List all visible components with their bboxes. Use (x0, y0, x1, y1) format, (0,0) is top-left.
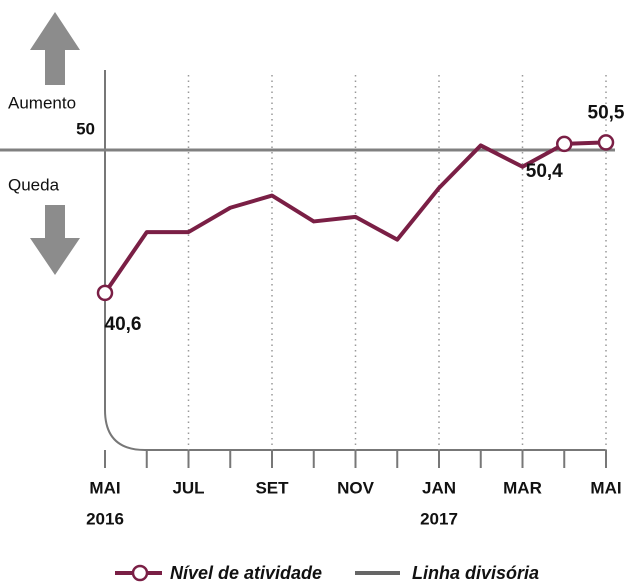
x-sublabel: 2016 (86, 509, 124, 528)
series-line (103, 140, 607, 295)
x-tick-label: MAI (89, 478, 120, 497)
value-label: 40,6 (105, 314, 142, 335)
legend-marker (131, 564, 149, 582)
x-tick-label: JUL (172, 478, 204, 497)
legend-label: Nível de atividade (170, 563, 322, 583)
y-tick-label: 50 (76, 119, 95, 138)
x-tick-label: SET (255, 478, 289, 497)
up-arrow (30, 12, 80, 85)
x-tick-label: MAR (503, 478, 542, 497)
x-tick-label: NOV (337, 478, 375, 497)
annotation: Queda (8, 175, 60, 194)
legend-label: Linha divisória (412, 563, 539, 583)
x-tick-label: JAN (422, 478, 456, 497)
x-sublabel: 2017 (420, 509, 458, 528)
marker (96, 284, 114, 302)
legend: Nível de atividade Linha divisória (115, 563, 539, 583)
marker (597, 134, 615, 151)
annotation: Aumento (8, 93, 76, 112)
axis (104, 70, 606, 451)
down-arrow (30, 205, 80, 275)
value-label: 50,5 (588, 102, 625, 123)
marker (556, 135, 573, 153)
x-tick-label: MAI (590, 478, 621, 497)
value-label: 50,4 (526, 161, 563, 182)
